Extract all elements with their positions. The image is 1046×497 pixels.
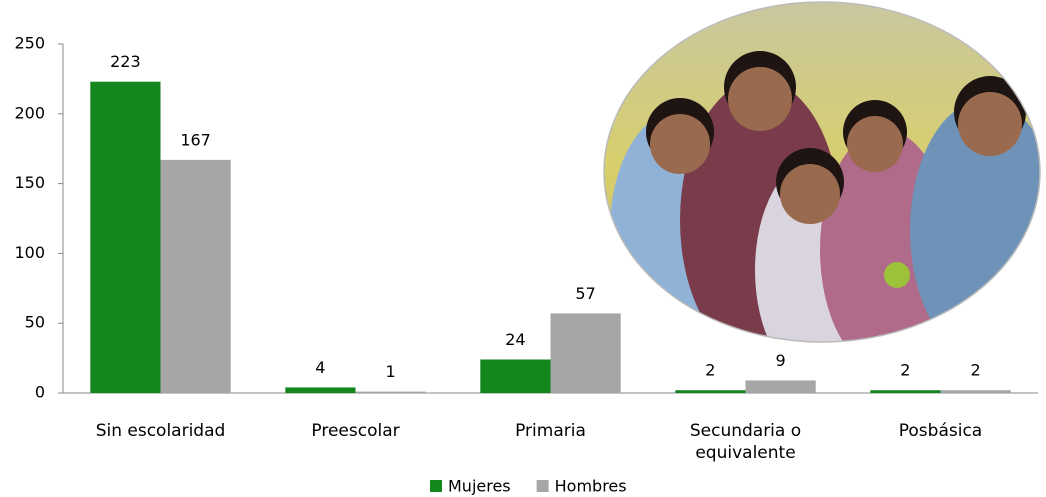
x-tick-label: Sin escolaridad: [95, 421, 226, 441]
bar: [675, 390, 746, 393]
value-label: 1: [386, 362, 396, 381]
bar: [355, 391, 426, 393]
legend-swatch: [536, 480, 549, 492]
bar: [870, 390, 941, 393]
value-label: 9: [776, 351, 786, 370]
x-tick-label: Preescolar: [311, 421, 400, 441]
value-label: 2: [971, 361, 981, 380]
legend-label: Hombres: [555, 477, 627, 496]
photo-face: [728, 67, 792, 131]
photo-face: [650, 114, 710, 174]
x-tick-label: Secundaria o equivalente: [689, 421, 802, 463]
y-tick-label: 0: [35, 383, 45, 402]
y-tick-label: 200: [14, 103, 45, 122]
photo: [604, 2, 1040, 342]
value-label: 2: [900, 361, 910, 380]
photo-face: [958, 92, 1022, 156]
bar: [940, 390, 1011, 393]
legend-swatch: [430, 480, 442, 492]
bar: [480, 359, 551, 393]
value-label: 167: [180, 130, 211, 149]
bar: [285, 387, 356, 393]
bar: [90, 81, 161, 393]
value-label: 2: [705, 361, 715, 380]
value-label: 24: [505, 330, 525, 349]
y-tick-label: 50: [25, 313, 45, 332]
photo-fruit: [884, 262, 910, 288]
legend-label: Mujeres: [448, 477, 511, 496]
value-label: 57: [575, 284, 595, 303]
value-label: 223: [110, 52, 141, 71]
value-label: 4: [315, 358, 325, 377]
photo-border: [603, 1, 1041, 343]
y-tick-label: 150: [14, 173, 45, 192]
y-tick-label: 250: [14, 34, 45, 53]
bar: [160, 159, 231, 393]
x-tick-label: Posbásica: [898, 421, 983, 441]
x-tick-label: Primaria: [515, 421, 586, 441]
bar: [550, 313, 621, 393]
bar: [745, 380, 816, 393]
y-tick-label: 100: [14, 243, 45, 262]
photo-face: [847, 116, 903, 172]
photo-face: [780, 164, 840, 224]
